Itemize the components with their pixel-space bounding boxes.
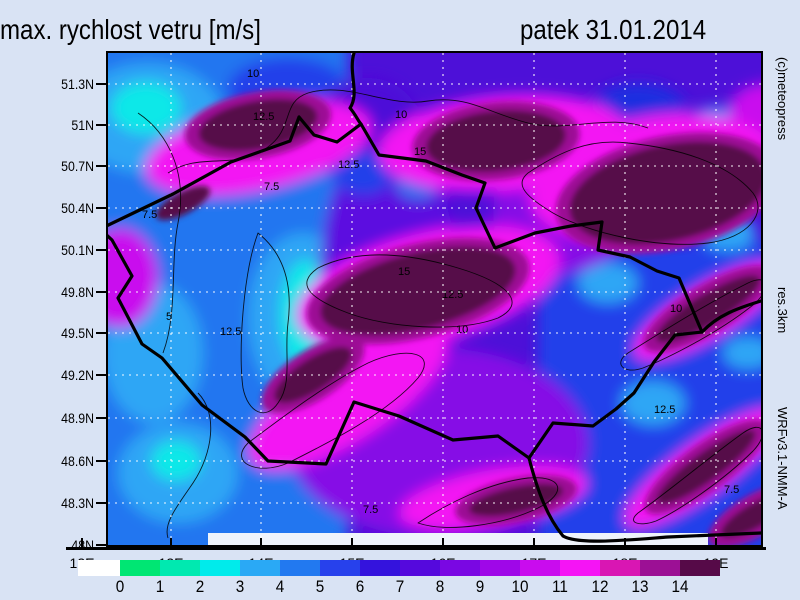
wind-speed-map: 10 12.5 15 12.5 10 7.5 5 7.5 12.5 15 12.… xyxy=(106,51,763,547)
lat-label: 51N xyxy=(71,117,94,133)
contour-label: 7.5 xyxy=(724,484,739,496)
contour-label: 10 xyxy=(670,303,682,315)
colorbar-cell xyxy=(240,560,280,576)
contour-label: 15 xyxy=(414,146,426,158)
graticule xyxy=(108,53,761,545)
colorbar-tick: 8 xyxy=(435,577,445,596)
colorbar-cell xyxy=(280,560,320,576)
colorbar-cell xyxy=(600,560,640,576)
contour-label: 12.5 xyxy=(442,289,463,301)
colorbar-tick: 5 xyxy=(315,577,325,596)
contour-label: 10 xyxy=(395,109,407,121)
colorbar-cell xyxy=(440,560,480,576)
colorbar-tick: 11 xyxy=(552,577,568,596)
contour-label: 12.5 xyxy=(338,159,359,171)
colorbar-tick: 0 xyxy=(115,577,125,596)
lat-label: 49.5N xyxy=(61,325,94,341)
lat-label: 50.7N xyxy=(61,158,94,174)
contour-label: 15 xyxy=(398,266,410,278)
lon-tick xyxy=(533,538,535,547)
lat-label: 48.9N xyxy=(61,410,94,426)
colorbar-tick: 14 xyxy=(671,577,689,596)
colorbar-cell xyxy=(480,560,520,576)
lat-label: 50.1N xyxy=(61,242,94,258)
lat-tick xyxy=(96,374,107,376)
contour-label: 12.5 xyxy=(220,326,241,338)
date-label: patek 31.01.2014 xyxy=(520,14,736,46)
lat-tick xyxy=(96,291,107,293)
lat-tick xyxy=(96,502,107,504)
lat-label: 48.6N xyxy=(61,453,94,469)
lat-label: 48N xyxy=(36,537,94,553)
colorbar-tick: 13 xyxy=(631,577,649,596)
lon-tick xyxy=(442,538,444,547)
colorbar-cell xyxy=(120,560,160,576)
lat-label: 48.3N xyxy=(61,495,94,511)
lon-tick xyxy=(351,538,353,547)
resolution-label: res.3km xyxy=(775,287,790,334)
lat-tick xyxy=(96,83,107,85)
lat-tick xyxy=(96,249,107,251)
lon-tick xyxy=(715,538,717,547)
colorbar-cell xyxy=(160,560,200,576)
colorbar-tick: 3 xyxy=(235,577,245,596)
lat-label: 50.4N xyxy=(61,200,94,216)
lat-tick xyxy=(96,460,107,462)
contour-label: 12.5 xyxy=(654,404,675,416)
colorbar-cell xyxy=(78,560,120,576)
lon-tick xyxy=(170,538,172,547)
contour-label: 10 xyxy=(456,324,468,336)
colorbar-tick: 6 xyxy=(355,577,365,596)
lat-tick xyxy=(96,207,107,209)
colorbar-cell xyxy=(320,560,360,576)
colorbar-cell xyxy=(560,560,600,576)
lat-tick xyxy=(96,417,107,419)
colorbar-cell xyxy=(520,560,560,576)
colorbar-cell xyxy=(200,560,240,576)
lon-tick xyxy=(81,538,83,547)
lat-label: 51.3N xyxy=(61,76,94,92)
contour-label: 7.5 xyxy=(142,209,157,221)
x-axis-line xyxy=(66,547,766,550)
colorbar-cell xyxy=(640,560,680,576)
model-label: WRFv3.1-NMM-A xyxy=(775,407,790,510)
contour-label: 10 xyxy=(247,68,259,80)
lon-tick xyxy=(260,538,262,547)
colorbar-tick: 12 xyxy=(591,577,609,596)
lat-tick xyxy=(96,165,107,167)
colorbar-tick: 2 xyxy=(195,577,205,596)
colorbar-tick: 10 xyxy=(511,577,529,596)
colorbar-cell xyxy=(680,560,720,576)
colorbar-tick: 7 xyxy=(395,577,405,596)
lat-tick xyxy=(96,544,107,546)
lat-tick xyxy=(96,124,107,126)
colorbar-tick: 1 xyxy=(155,577,165,596)
contour-label: 7.5 xyxy=(264,181,279,193)
wind-speed-colorbar xyxy=(78,560,720,576)
lat-label: 49.2N xyxy=(61,367,94,383)
colorbar-tick: 9 xyxy=(475,577,485,596)
contour-labels: 10 12.5 15 12.5 10 7.5 5 7.5 12.5 15 12.… xyxy=(142,68,739,516)
page-title: max. rychlost vetru [m/s] xyxy=(0,14,303,46)
lat-label: 49.8N xyxy=(61,284,94,300)
lon-tick xyxy=(624,538,626,547)
colorbar-tick: 4 xyxy=(275,577,285,596)
lat-tick xyxy=(96,332,107,334)
country-borders xyxy=(108,53,761,543)
title-text: max. rychlost vetru [m/s] xyxy=(0,14,261,45)
copyright-label: (c)meteopress xyxy=(775,57,790,141)
colorbar-cell xyxy=(360,560,400,576)
colorbar-cell xyxy=(400,560,440,576)
contour-label: 7.5 xyxy=(363,504,378,516)
contour-label: 5 xyxy=(166,311,172,323)
contour-label: 12.5 xyxy=(253,111,274,123)
date-text: patek 31.01.2014 xyxy=(520,14,707,45)
wind-field-plot: 10 12.5 15 12.5 10 7.5 5 7.5 12.5 15 12.… xyxy=(108,53,761,545)
